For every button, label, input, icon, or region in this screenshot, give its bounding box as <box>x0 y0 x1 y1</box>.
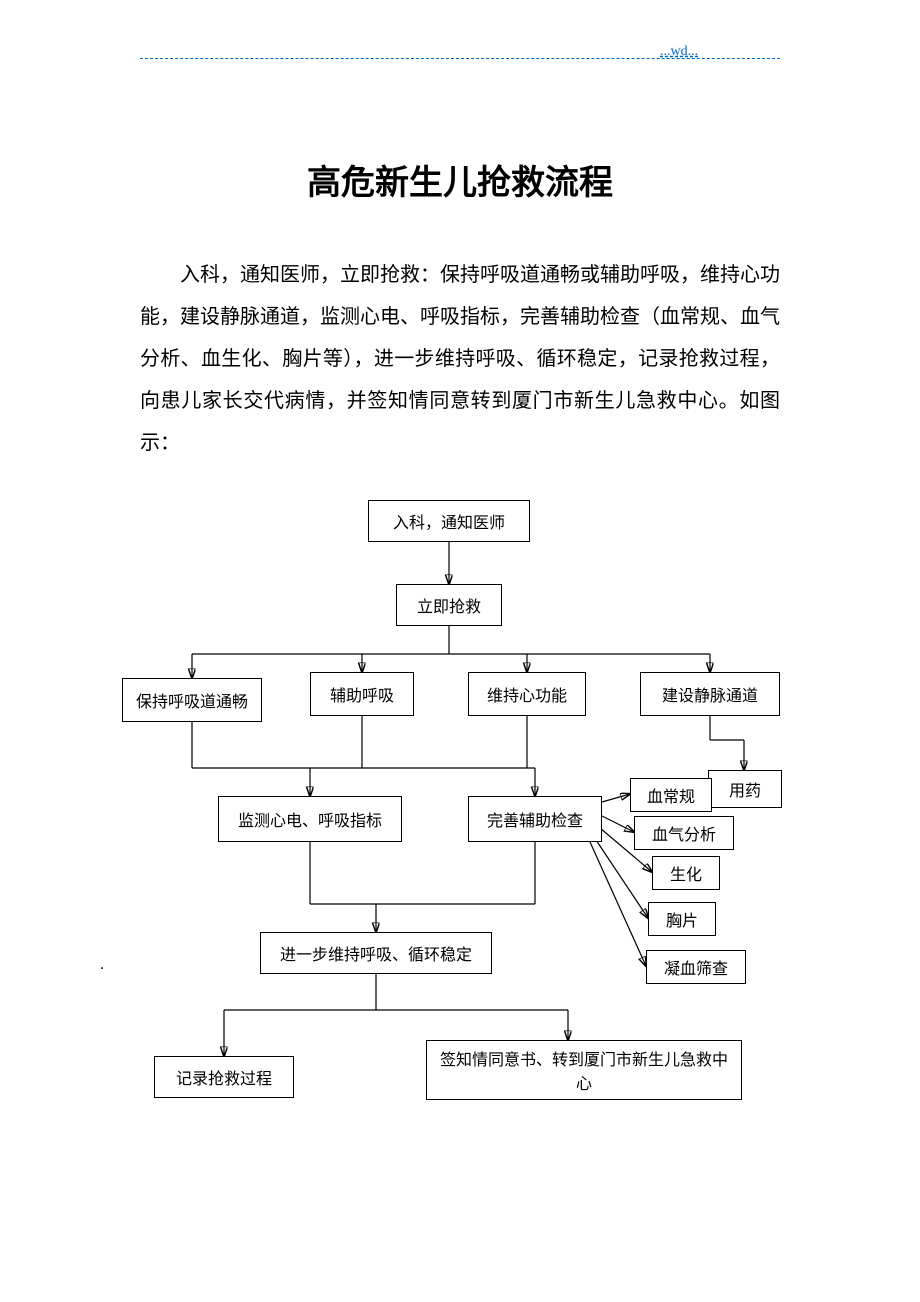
flow-node-n2: 立即抢救 <box>396 584 502 626</box>
flow-node-n8: 监测心电、呼吸指标 <box>218 796 402 842</box>
flow-node-n5: 维持心功能 <box>468 672 586 716</box>
flow-node-n1: 入科，通知医师 <box>368 500 530 542</box>
flow-node-n10: 血常规 <box>630 778 712 812</box>
flowchart-container: 入科，通知医师立即抢救保持呼吸道通畅 辅助呼吸 维持心功能 建设静脉通道用药监测心电、… <box>100 500 860 1200</box>
header-marker: ...wd... <box>660 44 698 60</box>
flow-node-n15: 进一步维持呼吸、循环稳定 <box>260 932 492 974</box>
page-title: 高危新生儿抢救流程 <box>0 155 920 204</box>
flow-node-n9: 完善辅助检查 <box>468 796 602 842</box>
stray-dot: . <box>100 956 104 974</box>
flow-node-n3: 保持呼吸道通畅 <box>122 678 262 722</box>
flow-node-n6: 建设静脉通道 <box>640 672 780 716</box>
flow-node-n17: 签知情同意书、转到厦门市新生儿急救中心 <box>426 1040 742 1100</box>
body-paragraph: 入科，通知医师，立即抢救：保持呼吸道通畅或辅助呼吸，维持心功能，建设静脉通道，监… <box>140 254 780 464</box>
document-page: ...wd... 高危新生儿抢救流程 入科，通知医师，立即抢救：保持呼吸道通畅或… <box>0 0 920 1302</box>
flow-node-n7: 用药 <box>708 770 782 808</box>
flow-node-n13: 胸片 <box>648 902 716 936</box>
flow-node-n14: 凝血筛查 <box>646 950 746 984</box>
flow-node-n4: 辅助呼吸 <box>310 672 414 716</box>
flow-node-n12: 生化 <box>652 856 720 890</box>
flow-node-n11: 血气分析 <box>634 816 734 850</box>
flow-node-n16: 记录抢救过程 <box>154 1056 294 1098</box>
